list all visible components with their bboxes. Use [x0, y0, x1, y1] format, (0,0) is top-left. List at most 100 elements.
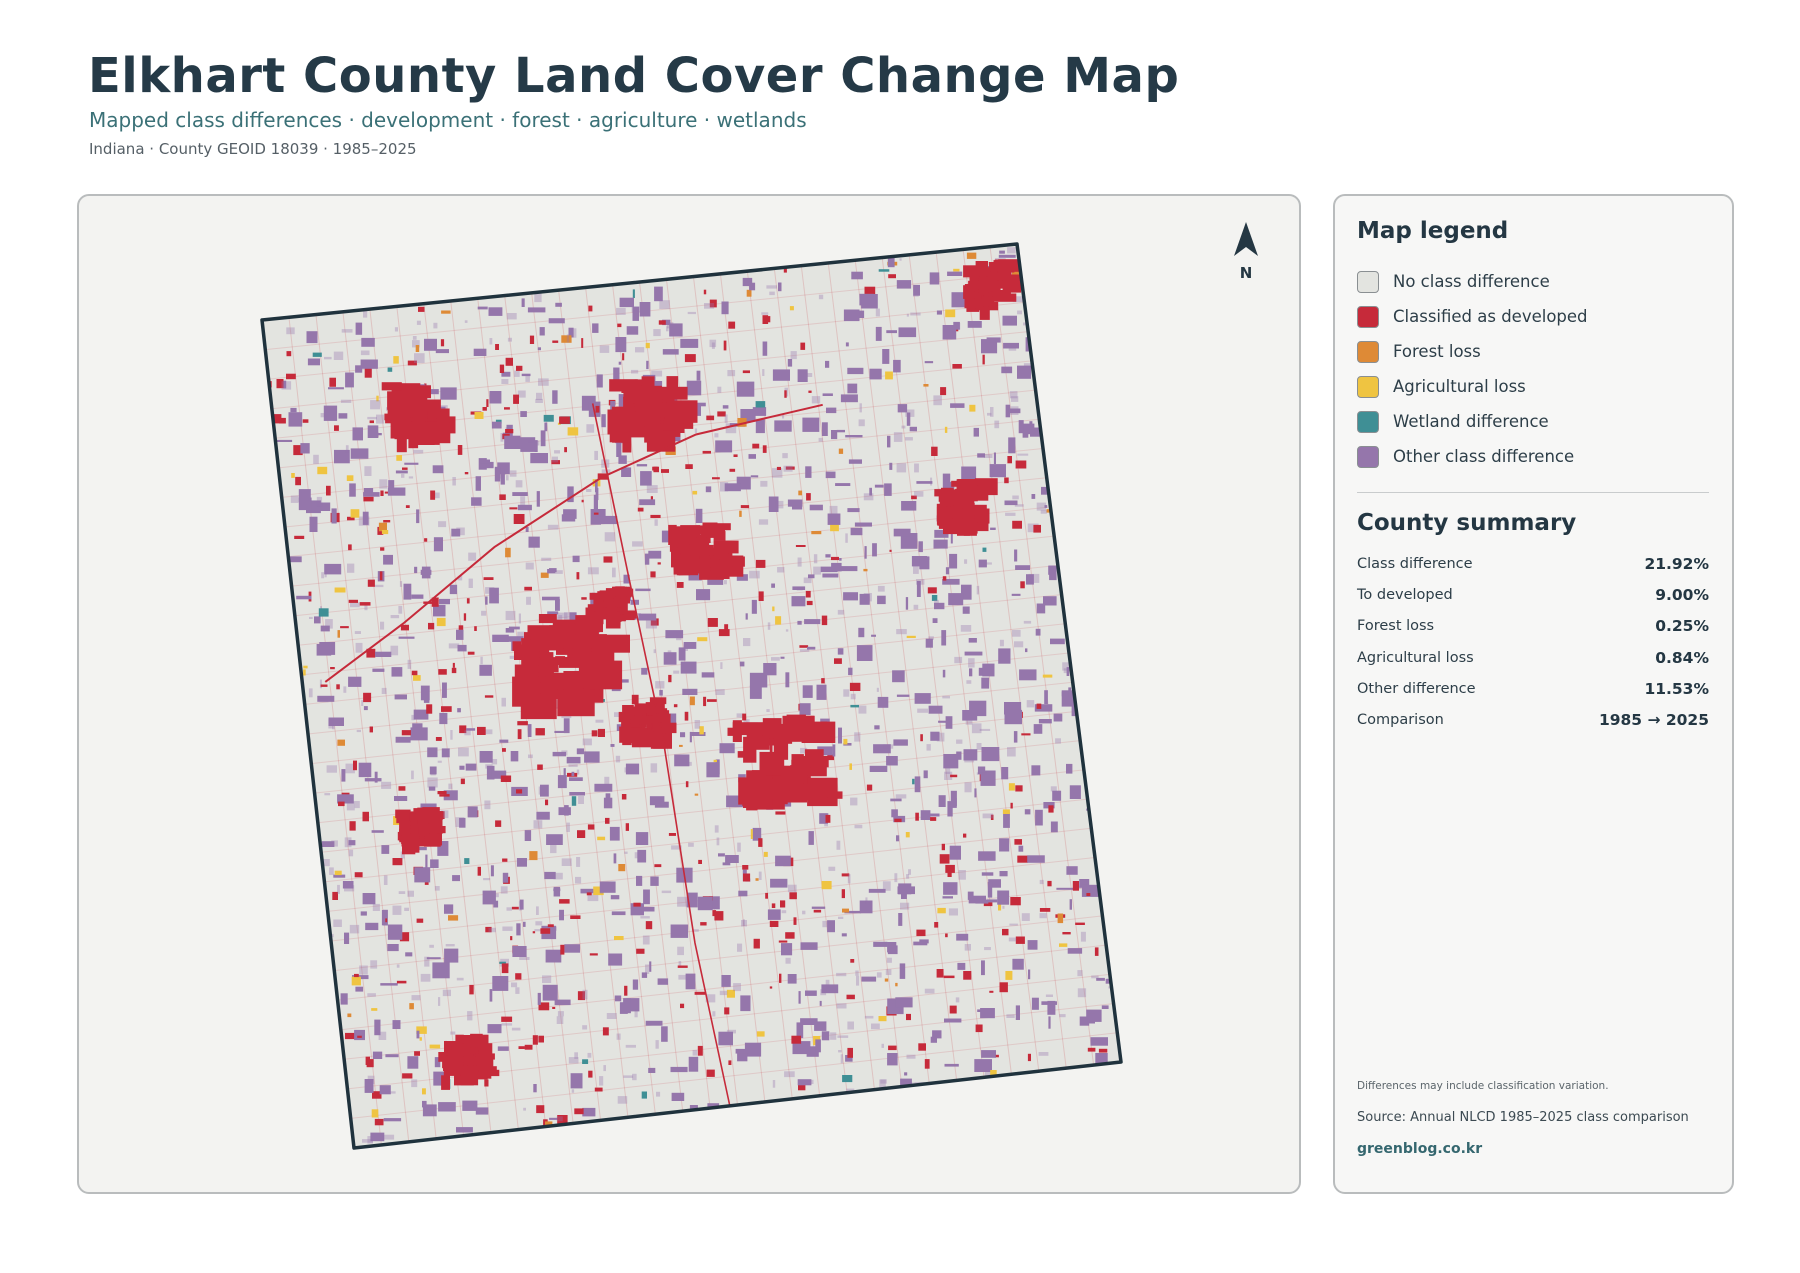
- change-patch: [407, 1056, 419, 1069]
- change-patch: [309, 616, 313, 619]
- change-patch: [293, 445, 303, 456]
- change-patch: [394, 694, 407, 700]
- change-patch: [492, 634, 509, 642]
- change-patch: [906, 874, 910, 879]
- change-patch: [767, 622, 771, 630]
- change-patch: [312, 352, 322, 357]
- change-patch: [1005, 404, 1011, 418]
- change-patch: [510, 936, 513, 941]
- change-patch: [1012, 270, 1020, 279]
- change-patch: [847, 874, 851, 884]
- change-patch: [802, 417, 820, 432]
- change-patch: [427, 415, 437, 422]
- change-patch: [712, 1011, 716, 1017]
- change-patch: [370, 400, 380, 410]
- change-patch: [408, 476, 414, 479]
- change-patch: [933, 539, 948, 549]
- change-patch: [842, 1075, 853, 1083]
- change-patch: [387, 944, 399, 952]
- change-patch: [808, 831, 814, 845]
- change-patch: [981, 677, 990, 689]
- change-patch: [646, 430, 676, 452]
- change-patch: [714, 911, 724, 921]
- change-patch: [374, 1019, 381, 1036]
- change-patch: [807, 646, 816, 650]
- change-patch: [825, 471, 836, 479]
- change-patch: [893, 359, 901, 373]
- change-patch: [890, 798, 902, 802]
- change-patch: [464, 858, 470, 864]
- change-patch: [456, 1044, 467, 1056]
- change-patch: [749, 685, 762, 699]
- change-patch: [989, 464, 1006, 478]
- change-patch: [527, 307, 546, 313]
- change-patch: [651, 370, 663, 377]
- change-patch: [913, 941, 928, 946]
- change-patch: [896, 280, 912, 289]
- change-patch: [545, 1121, 553, 1128]
- change-patch: [337, 739, 345, 746]
- change-patch: [942, 576, 947, 581]
- change-patch: [980, 1008, 995, 1019]
- change-patch: [474, 412, 484, 419]
- change-patch: [805, 466, 812, 478]
- change-patch: [1098, 1048, 1108, 1053]
- change-patch: [570, 1073, 583, 1089]
- change-patch: [632, 306, 639, 321]
- change-patch: [945, 933, 948, 938]
- change-patch: [396, 964, 400, 968]
- change-patch: [649, 697, 667, 705]
- change-patch: [849, 763, 852, 770]
- change-patch: [467, 651, 475, 655]
- change-patch: [295, 476, 301, 486]
- road-line: [324, 798, 1088, 883]
- change-patch: [686, 380, 702, 396]
- change-patch: [534, 929, 544, 932]
- change-patch: [894, 818, 902, 823]
- road-line: [321, 769, 1084, 853]
- change-patch: [778, 940, 788, 943]
- county-map[interactable]: [79, 196, 1301, 1194]
- change-patch: [868, 888, 886, 893]
- change-patch: [641, 972, 648, 978]
- change-patch: [1055, 738, 1061, 744]
- change-patch: [410, 727, 428, 741]
- change-patch: [574, 1108, 584, 1115]
- road-line: [298, 564, 1058, 646]
- change-patch: [716, 559, 730, 579]
- change-patch: [589, 592, 607, 600]
- change-patch: [440, 339, 445, 347]
- change-patch: [516, 858, 527, 867]
- legend-item-no-difference: No class difference: [1357, 264, 1717, 299]
- map-panel[interactable]: [77, 194, 1301, 1194]
- change-patch: [645, 964, 650, 974]
- change-patch: [802, 685, 813, 698]
- change-patch: [381, 382, 402, 391]
- credit-link[interactable]: greenblog.co.kr: [1357, 1141, 1483, 1157]
- change-patch: [846, 994, 855, 1000]
- change-patch: [471, 497, 482, 506]
- change-patch: [811, 906, 826, 909]
- change-patch: [290, 495, 299, 503]
- change-patch: [370, 1132, 385, 1142]
- change-patch: [707, 699, 717, 702]
- change-patch: [625, 706, 645, 716]
- change-patch: [938, 720, 947, 723]
- change-patch: [994, 420, 1000, 429]
- change-patch: [317, 695, 335, 702]
- change-patch: [840, 566, 858, 572]
- change-patch: [536, 1105, 545, 1114]
- change-patch: [411, 770, 414, 780]
- change-patch: [398, 786, 406, 791]
- change-patch: [916, 579, 925, 585]
- change-patch: [602, 1027, 609, 1036]
- change-patch: [383, 1134, 395, 1140]
- change-patch: [847, 1047, 853, 1058]
- change-patch: [999, 982, 1008, 993]
- change-patch: [505, 547, 511, 558]
- change-patch: [863, 493, 874, 501]
- change-patch: [924, 988, 935, 994]
- change-patch: [848, 459, 862, 464]
- road-line: [369, 309, 465, 1136]
- change-patch: [348, 599, 358, 603]
